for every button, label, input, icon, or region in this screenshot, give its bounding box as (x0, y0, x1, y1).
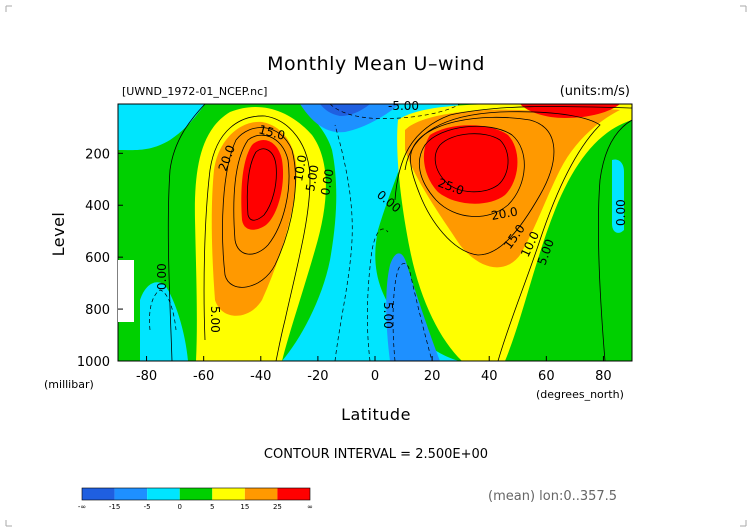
x-tick-label: -20 (307, 369, 328, 384)
fill-gt-25-topright (520, 104, 620, 118)
file-label: [UWND_1972-01_NCEP.nc] (122, 85, 267, 98)
contour-lines (167, 104, 632, 361)
y-tick-label: 1000 (77, 355, 110, 370)
fill-m5-0-equator (282, 104, 462, 361)
colorbar-swatch (114, 488, 148, 500)
clabel-14: 5.00 (208, 306, 222, 333)
colorbar-tick-label: -∞ (78, 503, 86, 511)
x-tick-label: 20 (424, 369, 441, 384)
mean-text: (mean) lon:0..357.5 (488, 489, 617, 504)
clabel-5: 0.00 (318, 168, 336, 197)
colorbar-swatch (212, 488, 245, 500)
y-axis-units: (millibar) (44, 378, 94, 391)
colorbar-tick-label: 25 (273, 503, 282, 511)
colorbar-tick-label: -15 (109, 503, 120, 511)
x-axis-title: Latitude (341, 405, 411, 424)
x-tick-label: -60 (193, 369, 214, 384)
x-axis: -80 -60 -40 -20 0 20 40 60 80 (136, 356, 612, 384)
colorbar-swatch (147, 488, 180, 500)
contour-interval-text: CONTOUR INTERVAL = 2.500E+00 (264, 447, 488, 462)
fill-m15-m5-lower (386, 253, 440, 361)
y-tick-label: 600 (85, 251, 110, 266)
clabel-3: 10.0 (291, 154, 309, 183)
x-tick-label: 60 (538, 369, 555, 384)
y-tick-label: 200 (85, 147, 110, 162)
contour-field (118, 104, 632, 361)
colorbar-swatch (277, 488, 310, 500)
clabel-12: 0.00 (614, 199, 628, 226)
corner-marks (5, 5, 747, 527)
colorbar-tick-label: -5 (144, 503, 151, 511)
fill-m15-m5-upper (300, 104, 400, 133)
y-axis: 200 400 600 800 1000 (77, 147, 123, 370)
negative-contours (149, 104, 461, 361)
fill-gt-25-north (423, 125, 518, 204)
fill-m5-0-topleft (118, 104, 205, 151)
y-tick-label: 800 (85, 303, 110, 318)
missing-data-patch (118, 260, 134, 322)
y-tick-label: 400 (85, 199, 110, 214)
clabel-7: 20.0 (490, 205, 519, 223)
colorbar-tick-label: 5 (210, 503, 214, 511)
x-tick-label: 40 (481, 369, 498, 384)
x-tick-label: 0 (371, 369, 379, 384)
x-tick-label: -80 (136, 369, 157, 384)
colorbar: -∞ -15 -5 0 5 15 25 ∞ (78, 487, 313, 511)
clabel-4: 5.00 (303, 164, 321, 193)
colorbar-tick-label: ∞ (307, 503, 313, 511)
x-axis-units: (degrees_north) (536, 388, 624, 401)
clabel-15: 5.00 (381, 302, 395, 329)
chart-title: Monthly Mean U–wind (267, 53, 485, 75)
colorbar-tick-label: 15 (240, 503, 249, 511)
colorbar-swatch (244, 488, 278, 500)
y-axis-title: Level (49, 212, 68, 257)
x-tick-label: 80 (595, 369, 612, 384)
clabel-1: 15.0 (257, 122, 286, 142)
fill-m5-0-north (612, 159, 624, 233)
x-tick-label: -40 (250, 369, 271, 384)
fill-lt-m15 (320, 104, 370, 116)
units-label: (units:m/s) (560, 84, 630, 99)
colorbar-tick-label: 0 (177, 503, 181, 511)
clabel-13: 0.00 (155, 263, 169, 290)
colorbar-swatch (179, 488, 213, 500)
colorbar-frame (81, 487, 311, 501)
colorbar-swatch (82, 488, 115, 500)
clabel-16: -5.00 (388, 99, 419, 113)
